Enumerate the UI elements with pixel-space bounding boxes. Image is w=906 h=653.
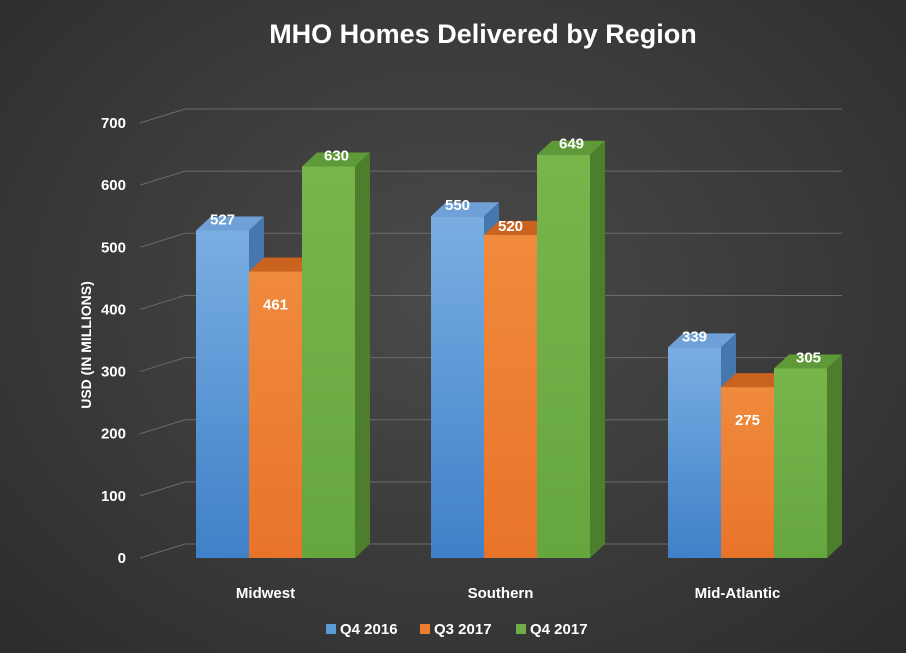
bar-top (537, 140, 605, 155)
category-label: Midwest (236, 585, 295, 602)
data-label: 649 (559, 136, 584, 153)
category-labels: Midwest Southern Mid-Atlantic (236, 585, 781, 602)
y-tick-label: 700 (101, 115, 126, 132)
legend: Q4 2016 Q3 2017 Q4 2017 (326, 621, 588, 638)
legend-label: Q4 2016 (340, 621, 398, 638)
legend-swatch (326, 624, 336, 634)
legend-item: Q4 2016 (326, 621, 398, 638)
data-label: 520 (498, 218, 523, 235)
gridline (139, 419, 842, 435)
bars (196, 140, 842, 559)
data-label: 461 (263, 297, 288, 314)
y-tick-label: 0 (118, 550, 126, 567)
data-label: 630 (324, 148, 349, 165)
data-label: 527 (210, 212, 235, 229)
y-tick-label: 600 (101, 177, 126, 194)
gridline (139, 357, 842, 373)
legend-label: Q3 2017 (434, 621, 492, 638)
data-label: 275 (735, 412, 760, 429)
y-tick-label: 300 (101, 364, 126, 381)
y-tick-label: 100 (101, 488, 126, 505)
data-label: 339 (682, 328, 707, 345)
bar-side (590, 140, 605, 558)
bar-top (484, 220, 552, 235)
gridline (139, 294, 842, 310)
legend-item: Q3 2017 (420, 621, 492, 638)
chart-title: MHO Homes Delivered by Region (269, 19, 697, 49)
bar (302, 152, 370, 558)
y-tick-label: 500 (101, 239, 126, 256)
bar-top (249, 257, 317, 272)
bar-front (668, 347, 721, 558)
category-label: Mid-Atlantic (695, 585, 781, 602)
bar-top (196, 216, 264, 231)
bar-top (431, 202, 499, 217)
gridline (139, 543, 842, 559)
bar-top (302, 152, 370, 167)
bar-top (774, 354, 842, 369)
y-tick-label: 400 (101, 301, 126, 318)
y-axis-label: USD (IN MILLIONS) (78, 281, 94, 409)
bar-top (668, 333, 736, 348)
y-axis: 0 100 200 300 400 500 600 700 (101, 115, 126, 567)
data-label: 305 (796, 349, 821, 366)
category-label: Southern (468, 585, 534, 602)
data-label: 550 (445, 197, 470, 214)
bar-front (431, 216, 484, 559)
y-tick-label: 200 (101, 426, 126, 443)
legend-label: Q4 2017 (530, 621, 588, 638)
bar-side (827, 354, 842, 558)
bar-front (484, 234, 537, 558)
bar-front (249, 271, 302, 558)
bar-top (721, 373, 789, 388)
bar-front (774, 368, 827, 558)
legend-item: Q4 2017 (516, 621, 588, 638)
gridlines (139, 108, 842, 559)
gridline (139, 108, 842, 124)
gridline (139, 481, 842, 497)
bar-front (537, 154, 590, 558)
bar (537, 140, 605, 558)
gridline (139, 170, 842, 186)
bar-front (196, 230, 249, 558)
bar-front (302, 166, 355, 558)
bar-side (355, 152, 370, 558)
gridline (139, 232, 842, 248)
data-labels: 527 461 630 550 520 649 339 275 305 (210, 136, 821, 429)
bar (774, 354, 842, 558)
bar-front (721, 387, 774, 558)
legend-swatch (420, 624, 430, 634)
legend-swatch (516, 624, 526, 634)
